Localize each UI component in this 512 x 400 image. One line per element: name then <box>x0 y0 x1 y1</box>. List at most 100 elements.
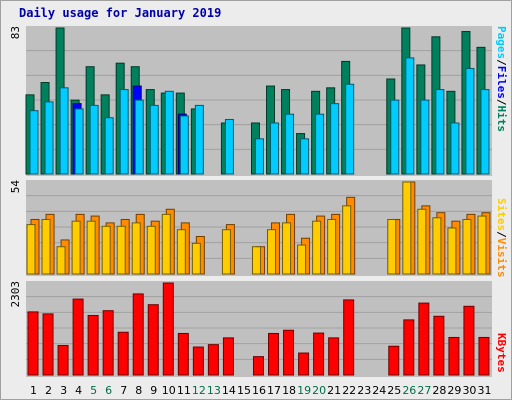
visits-legend: Sites/Visits <box>495 198 508 278</box>
kbytes-bar <box>132 293 144 376</box>
pages-bar <box>405 57 415 175</box>
kbytes-bar <box>27 311 39 376</box>
sites-bar <box>86 220 96 275</box>
kbytes-bar <box>268 332 280 376</box>
sites-bar <box>387 218 397 275</box>
hits-legend: Pages/Files/Hits <box>495 26 508 132</box>
pages-bar <box>59 87 69 175</box>
sites-bar <box>327 218 337 275</box>
pages-bar <box>420 99 430 175</box>
day-label: 9 <box>150 384 157 397</box>
legend-pages: Pages <box>495 26 508 60</box>
day-label: 23 <box>357 384 371 397</box>
pages-bar <box>194 104 204 175</box>
kbytes-bar <box>87 314 99 376</box>
kbytes-bar <box>117 331 129 376</box>
sites-bar <box>462 218 472 275</box>
day-label: 6 <box>105 384 112 397</box>
day-label: 22 <box>342 384 356 397</box>
kbytes-bar <box>298 352 310 376</box>
legend-sites: Sites <box>495 198 508 232</box>
sites-bar <box>131 222 141 275</box>
pages-bar <box>435 89 445 175</box>
day-label: 27 <box>417 384 431 397</box>
pages-bar <box>345 83 355 175</box>
legend-separator: / <box>495 59 508 66</box>
sites-bar <box>176 229 186 275</box>
sites-bar <box>477 215 487 275</box>
day-label: 11 <box>177 384 191 397</box>
pages-bar <box>224 118 234 175</box>
sites-bar <box>402 181 412 275</box>
pages-bar <box>164 90 174 175</box>
pages-bar <box>315 113 325 175</box>
kbytes-bar <box>222 337 234 376</box>
sites-bar <box>432 217 442 275</box>
day-label: 31 <box>477 384 491 397</box>
day-label: 16 <box>252 384 266 397</box>
kbytes-bar <box>177 332 189 376</box>
day-label: 4 <box>75 384 82 397</box>
legend-hits: Hits <box>495 105 508 133</box>
pages-bar <box>330 103 340 175</box>
day-label: 3 <box>60 384 67 397</box>
day-label: 20 <box>312 384 326 397</box>
pages-bar <box>29 110 39 175</box>
sites-bar <box>267 229 277 275</box>
day-label: 1 <box>30 384 37 397</box>
pages-bar <box>44 101 54 175</box>
kbytes-legend: KBytes <box>495 333 508 373</box>
sites-bar <box>251 246 261 275</box>
day-label: 19 <box>297 384 311 397</box>
day-label: 14 <box>222 384 236 397</box>
kbytes-bar <box>478 336 490 376</box>
kbytes-bar <box>147 304 159 376</box>
pages-bar <box>104 117 114 175</box>
sites-bar <box>146 225 156 275</box>
pages-bar <box>134 99 144 175</box>
sites-bar <box>297 244 307 275</box>
day-label: 2 <box>45 384 52 397</box>
kbytes-bar <box>207 344 219 376</box>
day-label: 12 <box>192 384 206 397</box>
pages-bar <box>465 67 475 175</box>
legend-files: Files <box>495 65 508 99</box>
pages-bar <box>254 138 264 175</box>
sites-bar <box>41 218 51 275</box>
day-label: 28 <box>432 384 446 397</box>
legend-kbytes: KBytes <box>495 333 508 373</box>
day-label: 21 <box>327 384 341 397</box>
kbytes-bar <box>252 356 264 376</box>
pages-bar <box>119 89 129 175</box>
kbytes-bar <box>328 337 340 376</box>
kbytes-bar <box>192 346 204 376</box>
day-label: 13 <box>207 384 221 397</box>
sites-bar <box>26 224 36 275</box>
kbytes-bar <box>388 345 400 376</box>
kbytes-bar <box>448 336 460 376</box>
legend-visits: Visits <box>495 237 508 278</box>
pages-bar <box>74 108 84 175</box>
sites-bar <box>221 229 231 275</box>
pages-bar <box>390 99 400 175</box>
chart-title: Daily usage for January 2019 <box>19 6 222 20</box>
kbytes-bar <box>72 298 84 376</box>
sites-bar <box>101 225 111 275</box>
kbytes-bar <box>42 313 54 376</box>
legend-separator: / <box>495 98 508 106</box>
day-label: 29 <box>447 384 461 397</box>
day-label: 18 <box>282 384 296 397</box>
day-label: 26 <box>402 384 416 397</box>
pages-bar <box>300 138 310 175</box>
sites-bar <box>282 222 292 275</box>
sites-bar <box>56 246 66 275</box>
sites-bar <box>312 220 322 275</box>
day-label: 30 <box>462 384 476 397</box>
kbytes-bar <box>403 319 415 376</box>
pages-bar <box>285 113 295 175</box>
sites-bar <box>71 220 81 275</box>
sites-bar <box>191 242 201 275</box>
pages-bar <box>480 89 490 175</box>
kbytes-bar <box>433 315 445 376</box>
